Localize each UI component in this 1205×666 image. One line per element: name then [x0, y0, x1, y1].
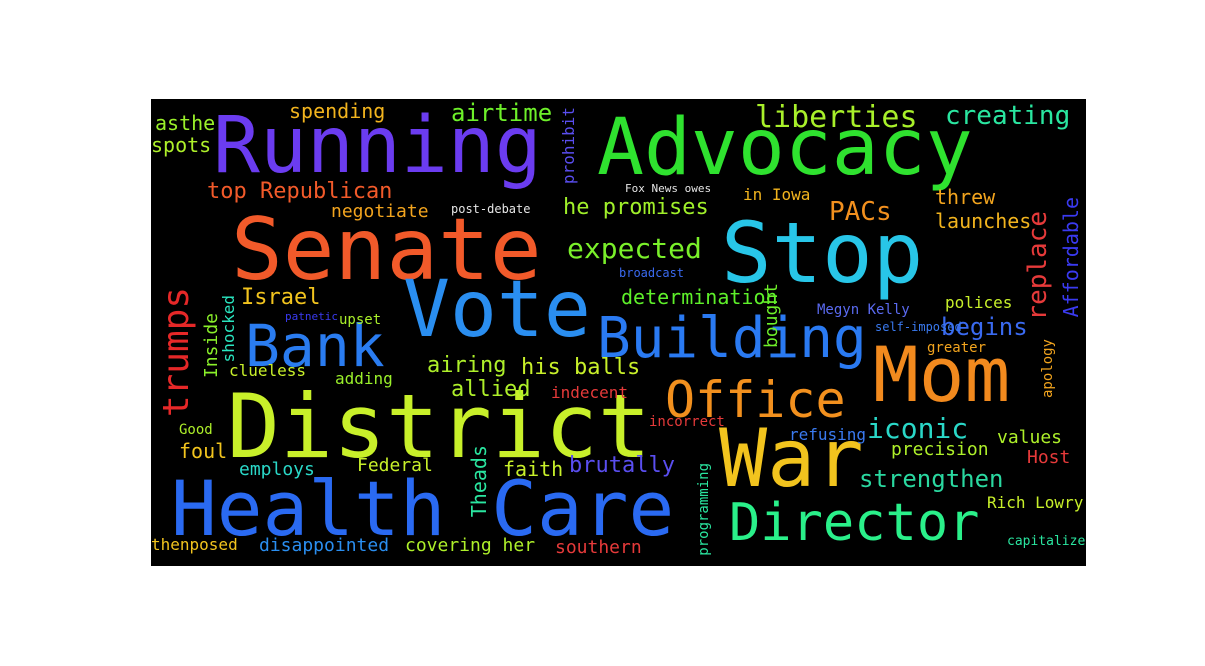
word-covering-her: covering her: [405, 535, 536, 556]
word-foul: foul: [179, 439, 228, 463]
word-senate: Senate: [231, 200, 542, 300]
word-israel: Israel: [241, 285, 321, 310]
word-expected: expected: [567, 232, 702, 265]
word-programming: programming: [696, 463, 712, 556]
word-clueless: clueless: [229, 361, 307, 380]
word-vote: Vote: [403, 265, 591, 355]
word-strengthen: strengthen: [859, 465, 1004, 493]
word-negotiate: negotiate: [331, 201, 429, 222]
word-upset: upset: [339, 312, 382, 328]
word-host: Host: [1027, 447, 1071, 468]
word-refusing: refusing: [789, 425, 867, 444]
word-federal: Federal: [357, 455, 433, 476]
word-airtime: airtime: [451, 99, 553, 127]
word-district: District: [227, 375, 651, 478]
word-broadcast: broadcast: [619, 266, 685, 280]
word-begins: begins: [941, 313, 1028, 341]
word-adding: adding: [335, 369, 393, 388]
word-creating: creating: [945, 101, 1071, 131]
word-fox-news-owes: Fox News owes: [625, 182, 712, 195]
word-patnetic: patnetic: [285, 310, 338, 323]
word-self-imposed: self-imposed: [875, 320, 962, 334]
word-faith: faith: [503, 457, 564, 481]
word-theads: Theads: [467, 445, 491, 518]
word-incorrect: incorrect: [649, 414, 725, 430]
word-director: Director: [729, 493, 980, 553]
word-brutally: brutally: [569, 453, 675, 478]
word-war: War: [719, 412, 864, 505]
word-in-iowa: in Iowa: [743, 185, 811, 204]
word-stop: Stop: [721, 204, 924, 302]
word-he-promises: he promises: [563, 195, 709, 220]
word-employs: employs: [239, 459, 315, 480]
word-allied: allied: [451, 377, 531, 402]
word-threw: threw: [935, 185, 996, 209]
word-good: Good: [179, 422, 213, 438]
word-values: values: [997, 427, 1063, 448]
word-top-republican: top Republican: [207, 179, 393, 204]
word-office: Office: [665, 371, 846, 429]
word-cloud: Running Advocacy Senate Stop Vote Bank B…: [151, 99, 1086, 566]
word-airing: airing: [427, 353, 507, 378]
word-post-debate: post-debate: [451, 202, 531, 216]
word-megyn-kelly: Megyn Kelly: [817, 302, 910, 318]
word-iconic: iconic: [867, 412, 969, 445]
word-polices: polices: [945, 293, 1013, 312]
word-spots: spots: [151, 133, 212, 157]
word-precision: precision: [891, 439, 989, 460]
word-trumps: trumps: [156, 287, 197, 418]
word-advocacy: Advocacy: [597, 103, 973, 193]
word-thenposed: thenposed: [151, 535, 238, 554]
word-his-balls: his balls: [521, 355, 641, 380]
word-health-care: Health Care: [171, 464, 675, 553]
word-determination: determination: [621, 285, 778, 309]
word-spending: spending: [289, 99, 386, 123]
word-prohibit: prohibit: [559, 107, 578, 185]
word-mom: Mom: [873, 330, 1011, 419]
word-apology: apology: [1040, 339, 1056, 399]
word-southern: southern: [555, 537, 642, 558]
word-capitalize: capitalize: [1007, 534, 1086, 549]
word-indecent: indecent: [551, 383, 629, 402]
word-running: Running: [213, 101, 542, 191]
word-rich-lowry: Rich Lowry: [987, 493, 1084, 512]
word-bank: Bank: [245, 312, 385, 380]
word-greater: greater: [927, 340, 987, 356]
word-liberties: liberties: [755, 100, 918, 135]
word-asthe: asthe: [155, 111, 216, 135]
word-pacs: PACs: [829, 197, 892, 227]
word-disappointed: disappointed: [259, 535, 390, 556]
word-launches: launches: [935, 209, 1032, 233]
word-shocked: shocked: [219, 295, 238, 363]
word-building: Building: [597, 306, 867, 371]
word-affordable: Affordable: [1059, 197, 1083, 318]
